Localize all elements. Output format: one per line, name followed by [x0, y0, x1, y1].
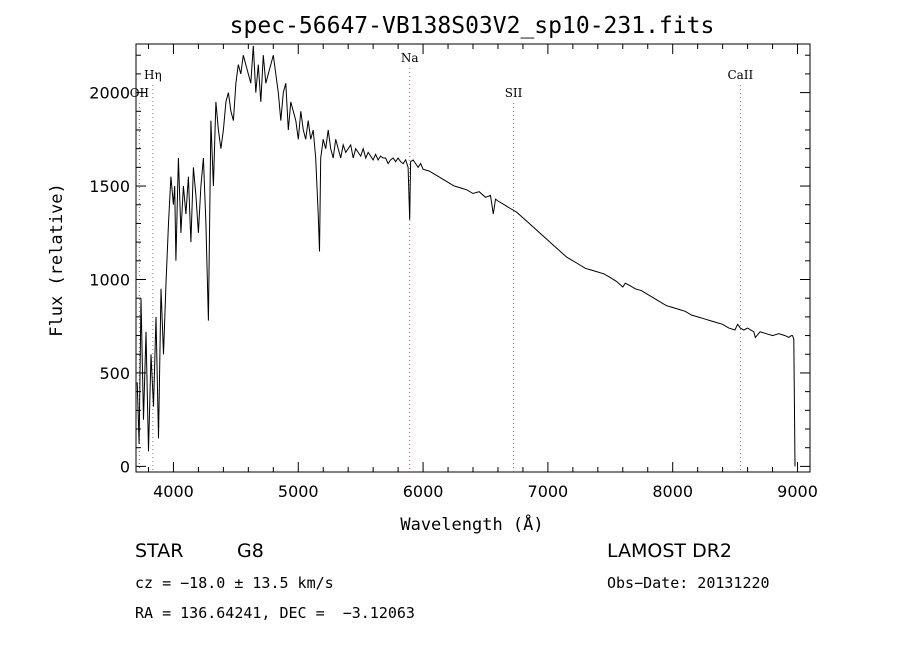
x-axis-label: Wavelength (Å) [400, 513, 543, 535]
x-tick-label: 7000 [528, 482, 569, 501]
coordinates: RA = 136.64241, DEC = −3.12063 [135, 604, 415, 622]
spectrum-series [136, 45, 796, 467]
object-class: STAR [135, 540, 184, 562]
x-tick-label: 4000 [153, 482, 194, 501]
y-tick-label: 2000 [89, 84, 130, 103]
y-tick-label: 1000 [89, 270, 130, 289]
y-axis-ticks: 0 500 1000 1500 2000 [89, 54, 810, 476]
y-tick-label: 500 [99, 364, 130, 383]
subclass: G8 [237, 540, 264, 562]
x-axis-ticks: 4000 5000 6000 7000 8000 9000 [147, 44, 818, 501]
line-marker-label: CaII [727, 68, 753, 82]
y-axis-label: Flux (relative) [47, 183, 67, 337]
plot-frame [135, 43, 811, 473]
y-tick-label: 0 [120, 457, 130, 476]
line-marker-label: Na [401, 51, 419, 65]
chart-title: spec-56647-VB138S03V2_sp10-231.fits [230, 13, 715, 39]
obs-date: Obs−Date: 20131220 [607, 574, 770, 592]
x-tick-label: 9000 [777, 482, 818, 501]
x-tick-label: 6000 [403, 482, 444, 501]
survey-name: LAMOST DR2 [607, 540, 732, 562]
x-tick-label: 8000 [652, 482, 693, 501]
y-tick-label: 1500 [89, 177, 130, 196]
redshift-readout: cz = −18.0 ± 13.5 km/s [135, 574, 334, 592]
x-tick-label: 5000 [278, 482, 319, 501]
line-marker-label: Hη [144, 68, 162, 82]
line-marker-label: SII [505, 86, 523, 100]
